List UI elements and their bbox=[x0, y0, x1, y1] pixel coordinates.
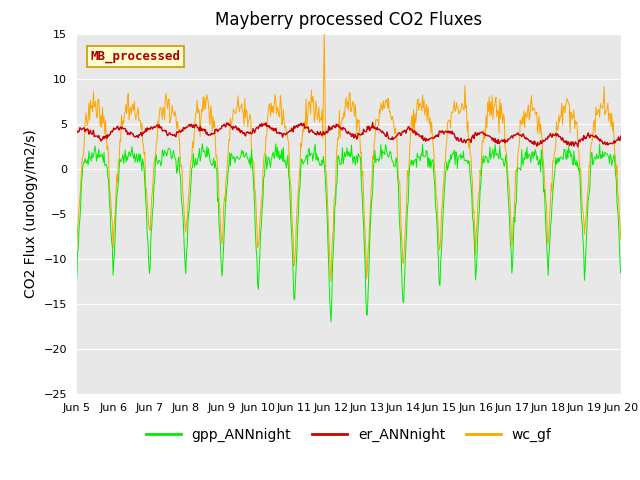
Legend: gpp_ANNnight, er_ANNnight, wc_gf: gpp_ANNnight, er_ANNnight, wc_gf bbox=[140, 422, 557, 448]
Text: MB_processed: MB_processed bbox=[90, 50, 180, 63]
Title: Mayberry processed CO2 Fluxes: Mayberry processed CO2 Fluxes bbox=[215, 11, 483, 29]
Y-axis label: CO2 Flux (urology/m2/s): CO2 Flux (urology/m2/s) bbox=[24, 129, 38, 298]
